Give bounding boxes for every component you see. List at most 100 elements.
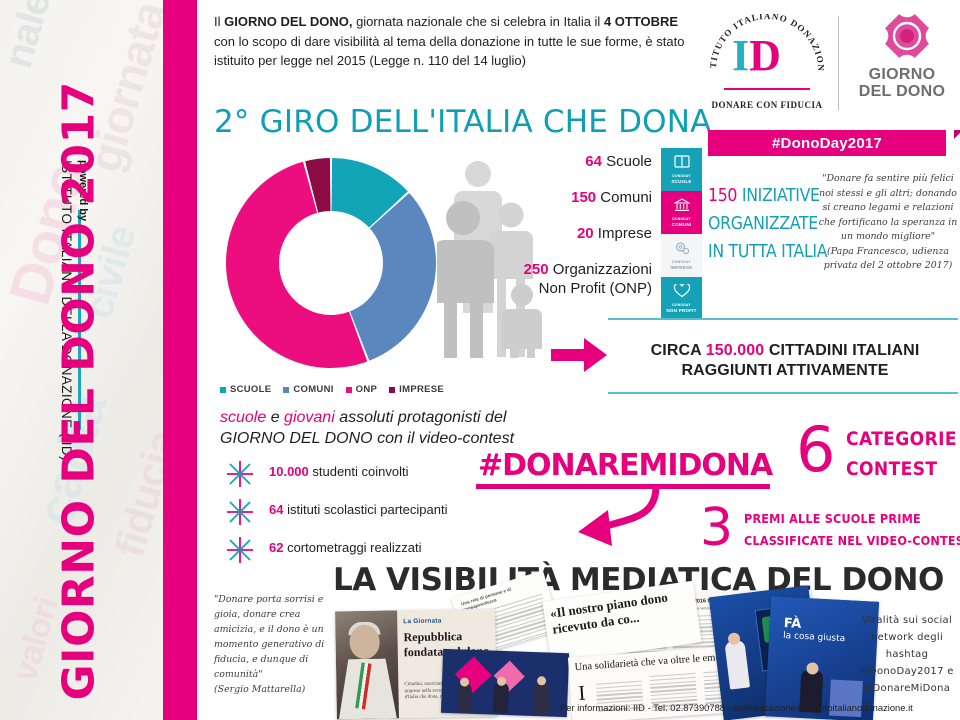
- three-number: 3: [700, 498, 734, 558]
- viralita-line2: network degli: [870, 632, 944, 643]
- stats-list: 64 Scuole 150 Comuni 20 Imprese 250 Organiz…: [480, 152, 652, 298]
- bullet-number: 64: [269, 502, 284, 517]
- curved-arrow-icon: [578, 484, 660, 546]
- stat-item: 20 Imprese: [480, 224, 652, 243]
- bullet-number: 10.000: [269, 464, 309, 479]
- viralita-line5: #DonareMiDona: [863, 683, 951, 694]
- categorie-contest-text: CATEGORIE CONTEST: [846, 424, 957, 484]
- intro-bold2: 4 OTTOBRE: [603, 14, 679, 29]
- iniziative-number: 150: [708, 186, 738, 206]
- stat-number: 20: [576, 225, 594, 242]
- stat-item: 64 Scuole: [480, 152, 652, 171]
- bullet-item: 64 istituti scolastici partecipanti: [226, 496, 496, 534]
- bullet-list: 10.000 studenti coinvolti 64 istituti sco…: [226, 458, 496, 572]
- banner-fold-corner: [954, 130, 960, 139]
- clip-c-quote-text: «Il nostro piano dono ricevuto da co...: [549, 589, 669, 637]
- badge-scuole: DONODAY SCUOLE: [661, 148, 702, 191]
- iid-letter-d: D: [749, 31, 781, 80]
- tv-person: [456, 683, 472, 712]
- people-silhouettes-icon: [437, 161, 542, 358]
- premi-text: PREMI ALLE SCUOLE PRIME CLASSIFICATE NEL…: [744, 508, 960, 552]
- circa-rule-top: [608, 318, 958, 320]
- badge-label: IMPRESE: [670, 265, 693, 270]
- bullet-label: studenti coinvolti: [308, 464, 409, 479]
- viralita-text: Viralità sui social network degli hashta…: [856, 612, 958, 697]
- ghost-word: nale: [0, 0, 60, 73]
- legend-item-onp: ONP: [345, 384, 378, 395]
- legend-swatch: [283, 386, 290, 393]
- legend-swatch: [389, 386, 396, 393]
- circa-line2: RAGGIUNTI ATTIVAMENTE: [681, 362, 889, 379]
- tv-person: [532, 682, 551, 715]
- stat-label: Organizzazioni: [548, 261, 652, 278]
- donut-slice-imprese: [305, 158, 331, 213]
- mattarella-photo: [335, 610, 399, 720]
- pope-quote-text: "Donare fa sentire più felici noi stessi…: [818, 173, 958, 242]
- viralita-line1: Viralità sui social: [861, 615, 953, 626]
- premi-line2: CLASSIFICATE NEL VIDEO-CONTEST: [744, 533, 960, 548]
- stat-number: 250: [523, 261, 549, 278]
- ghost-word: giornata: [77, 0, 163, 178]
- gdd-line1: GIORNO: [868, 66, 936, 83]
- book-icon: [673, 155, 690, 168]
- bullet-text: 10.000 studenti coinvolti: [269, 464, 409, 479]
- scuole-mid: e: [266, 409, 285, 426]
- legend-label: COMUNI: [293, 384, 334, 395]
- badge-toplabel: DONODAY: [672, 217, 691, 221]
- star-bullet-icon: [227, 537, 253, 563]
- donut-chart: [226, 158, 436, 368]
- heart-icon: [673, 284, 690, 298]
- teal-divider-rule: [78, 210, 81, 430]
- tv-person: [492, 682, 509, 714]
- arrow-right-icon: [551, 338, 607, 372]
- media-collage: Una rete di persone e di consapevolezza …: [330, 570, 880, 720]
- ghost-word: valori: [5, 593, 66, 686]
- iid-tagline: DONARE CON FIDUCIA: [711, 100, 823, 110]
- six-number: 6: [796, 413, 836, 486]
- iid-arc-text-icon: ISTITUTO ITALIANO DONAZIONE: [706, 14, 825, 72]
- premi-line1: PREMI ALLE SCUOLE PRIME: [744, 511, 921, 526]
- bank-icon: [673, 198, 690, 211]
- organization-name: ISTITUTO ITALIANO DELLA DONAZIONE (IID): [59, 160, 74, 461]
- hashtag-underline: [476, 484, 770, 489]
- powered-by-label: powered by: [77, 160, 89, 222]
- iniziative-block: 150 INIZIATIVE ORGANIZZATE IN TUTTA ITAL…: [708, 182, 838, 266]
- legend-item-imprese: IMPRESE: [389, 384, 444, 395]
- bullet-text: 62 cortometraggi realizzati: [269, 540, 421, 555]
- giorno-del-dono-logo: GIORNO DEL DONO: [849, 8, 954, 126]
- badge-toplabel: DONODAY: [672, 174, 691, 178]
- iniziative-line2: ORGANIZZATE: [708, 214, 818, 234]
- iid-logo: ISTITUTO ITALIANO DONAZIONE ID DONARE CO…: [706, 8, 828, 126]
- circa-number: 150.000: [705, 342, 765, 359]
- badge-strip: DONODAY SCUOLE DONODAY COMUNI DONODAY IM…: [661, 148, 702, 320]
- star-bullet-icon: [227, 461, 253, 487]
- viralita-line4: #DonoDay2017 e: [860, 666, 954, 677]
- bullet-label: cortometraggi realizzati: [283, 540, 422, 555]
- clip-e-dropcap: I: [577, 680, 587, 706]
- donoday-hashtag-banner: #DonoDay2017: [708, 130, 946, 156]
- bullet-text: 64 istituti scolastici partecipanti: [269, 502, 447, 517]
- categorie-label: CATEGORIE: [846, 428, 957, 450]
- badge-comuni: DONODAY COMUNI: [661, 191, 702, 234]
- left-pink-bar: [163, 0, 197, 720]
- matt-quote-text: "Donare porta sorrisi e gioia, donare cr…: [214, 594, 325, 680]
- face-shape: [349, 624, 380, 660]
- badge-imprese: DONODAY IMPRESE: [661, 234, 702, 277]
- legend-item-scuole: SCUOLE: [219, 384, 271, 395]
- donut-slice-scuole: [331, 158, 408, 228]
- matt-quote-attribution: (Sergio Mattarella): [214, 684, 306, 695]
- intro-part3: con lo scopo di dare visibilità al tema …: [214, 33, 685, 69]
- intro-paragraph: Il GIORNO DEL DONO, giornata nazionale c…: [214, 12, 692, 71]
- iniziative-word: INIZIATIVE: [737, 186, 820, 206]
- intro-part2: giornata nazionale che si celebra in Ita…: [352, 14, 604, 29]
- stat-label-line2: Non Profit (ONP): [538, 280, 652, 297]
- gdd-line2: DEL DONO: [858, 83, 946, 100]
- stat-label: Comuni: [596, 189, 652, 206]
- gears-icon: [675, 242, 689, 255]
- legend-label: IMPRESE: [399, 384, 445, 395]
- ghost-word: fiducia: [105, 425, 163, 563]
- legend-swatch: [345, 386, 352, 393]
- scuole-giovani-line: scuole e giovani assoluti protagonisti d…: [220, 407, 520, 449]
- circa-block: CIRCA 150.000 CITTADINI ITALIANI RAGGIUN…: [612, 341, 958, 381]
- circa-suffix: CITTADINI ITALIANI: [764, 342, 920, 359]
